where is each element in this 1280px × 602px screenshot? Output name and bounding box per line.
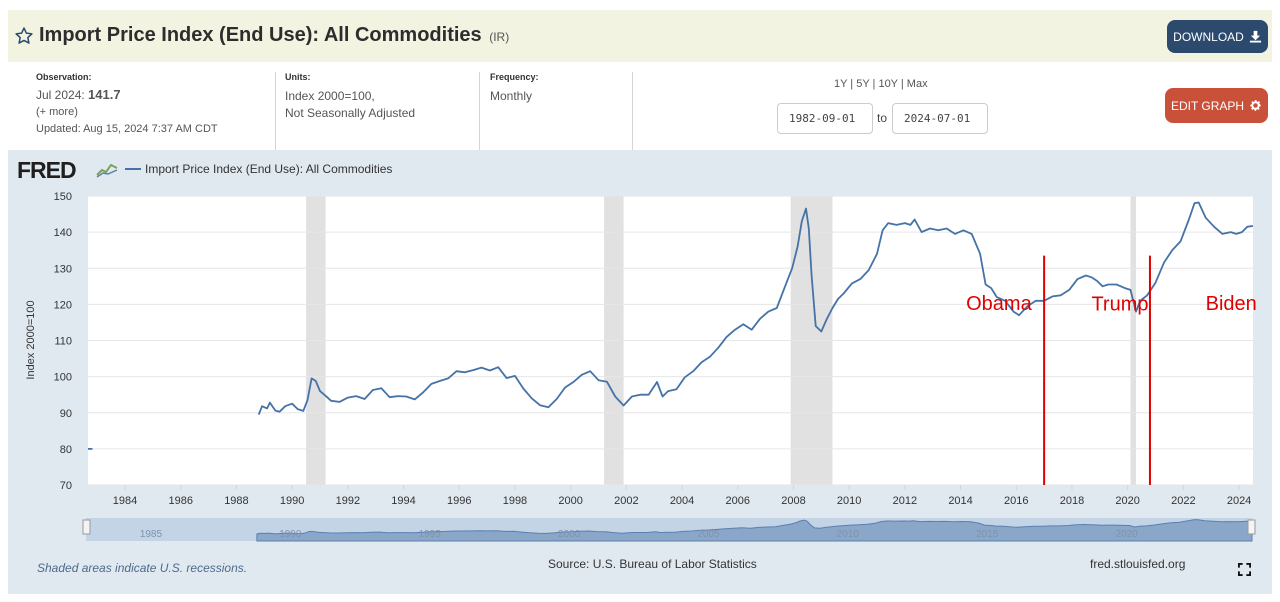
legend-label: Import Price Index (End Use): All Commod… xyxy=(145,162,393,176)
observation-section: Observation: Jul 2024: 141.7 (+ more) Up… xyxy=(36,72,276,150)
x-tick-label: 2014 xyxy=(948,495,972,507)
units-section: Units: Index 2000=100, Not Seasonally Ad… xyxy=(285,72,480,150)
download-label: DOWNLOAD xyxy=(1173,29,1244,44)
navigator-tick-label: 2000 xyxy=(558,529,581,540)
y-axis-title: Index 2000=100 xyxy=(25,300,37,379)
y-tick-label: 140 xyxy=(54,227,72,239)
x-tick-label: 2004 xyxy=(670,495,694,507)
navigator-handle-left[interactable] xyxy=(82,519,91,535)
y-tick-label: 150 xyxy=(54,191,72,203)
x-tick-label: 2018 xyxy=(1060,495,1084,507)
navigator-tick-label: 2010 xyxy=(837,529,860,540)
x-tick-label: 1998 xyxy=(503,495,527,507)
x-tick-label: 1994 xyxy=(391,495,415,507)
updated-text: Updated: Aug 15, 2024 7:37 AM CDT xyxy=(36,123,218,135)
y-tick-label: 90 xyxy=(60,408,72,420)
navigator-handle-right[interactable] xyxy=(1247,519,1256,535)
y-tick-label: 70 xyxy=(60,480,72,492)
observation-label: Observation: xyxy=(36,72,92,82)
x-tick-label: 1984 xyxy=(113,495,137,507)
x-tick-label: 1996 xyxy=(447,495,471,507)
more-link[interactable]: (+ more) xyxy=(36,106,78,118)
navigator-series xyxy=(256,519,1253,542)
title-text: Import Price Index (End Use): All Commod… xyxy=(39,24,482,46)
x-tick-label: 1988 xyxy=(224,495,248,507)
frequency-label: Frequency: xyxy=(490,72,539,82)
start-date-input[interactable]: 1982-09-01 xyxy=(777,103,873,134)
y-tick-label: 80 xyxy=(60,444,72,456)
end-date-input[interactable]: 2024-07-01 xyxy=(892,103,988,134)
x-tick-label: 2016 xyxy=(1004,495,1028,507)
x-tick-label: 1992 xyxy=(336,495,360,507)
site-link[interactable]: fred.stlouisfed.org xyxy=(1090,557,1186,571)
frequency-value: Monthly xyxy=(490,89,533,103)
navigator-tick-label: 2020 xyxy=(1115,529,1138,540)
units-label: Units: xyxy=(285,72,311,82)
x-tick-label: 2002 xyxy=(614,495,638,507)
observation-date: Jul 2024: xyxy=(36,88,85,102)
navigator-tick-label: 2005 xyxy=(697,529,720,540)
observation-line: Jul 2024: 141.7 xyxy=(36,86,275,104)
star-icon[interactable] xyxy=(14,26,34,46)
y-tick-label: 110 xyxy=(54,336,72,348)
units-line2: Not Seasonally Adjusted xyxy=(285,106,416,120)
y-tick-label: 100 xyxy=(54,372,72,384)
to-label: to xyxy=(877,111,888,125)
logo-graph-icon xyxy=(96,163,118,178)
x-tick-label: 2010 xyxy=(837,495,861,507)
annotation-biden: Biden xyxy=(1206,293,1257,315)
x-tick-label: 1990 xyxy=(280,495,304,507)
navigator-tick-label: 1985 xyxy=(140,529,163,540)
x-tick-label: 2024 xyxy=(1227,495,1251,507)
series-code: (IR) xyxy=(489,30,510,44)
fred-logo: FRED xyxy=(17,157,77,183)
title-bar: Import Price Index (End Use): All Commod… xyxy=(8,10,1272,62)
navigator-tick-label: 1995 xyxy=(419,529,442,540)
gear-icon xyxy=(1250,100,1261,111)
page-title: Import Price Index (End Use): All Commod… xyxy=(39,24,509,47)
edit-graph-label: EDIT GRAPH xyxy=(1170,98,1245,113)
x-tick-label: 2020 xyxy=(1115,495,1139,507)
series-line[interactable] xyxy=(257,201,1254,415)
edit-graph-button[interactable]: EDIT GRAPH xyxy=(1165,88,1268,123)
legend-swatch xyxy=(125,168,141,170)
y-tick-label: 120 xyxy=(54,299,72,311)
observation-value: 141.7 xyxy=(88,87,121,102)
navigator-tick-label: 1990 xyxy=(279,529,302,540)
frequency-section: Frequency: Monthly xyxy=(490,72,633,150)
download-button[interactable]: DOWNLOAD xyxy=(1167,20,1268,53)
units-line1: Index 2000=100, xyxy=(285,89,375,103)
range-links[interactable]: 1Y | 5Y | 10Y | Max xyxy=(834,78,928,90)
y-tick-label: 130 xyxy=(54,263,72,275)
annotation-trump: Trump xyxy=(1091,294,1148,316)
x-tick-label: 2022 xyxy=(1171,495,1195,507)
annotation-obama: Obama xyxy=(966,293,1032,315)
navigator-tick-label: 2015 xyxy=(976,529,999,540)
x-tick-label: 2000 xyxy=(558,495,582,507)
fullscreen-icon[interactable] xyxy=(1238,563,1251,576)
x-tick-label: 2008 xyxy=(781,495,805,507)
x-tick-label: 1986 xyxy=(169,495,193,507)
recession-note: Shaded areas indicate U.S. recessions. xyxy=(37,561,248,575)
x-tick-label: 2012 xyxy=(893,495,917,507)
download-icon xyxy=(1249,30,1261,43)
x-tick-label: 2006 xyxy=(726,495,750,507)
source-text: Source: U.S. Bureau of Labor Statistics xyxy=(548,557,757,571)
